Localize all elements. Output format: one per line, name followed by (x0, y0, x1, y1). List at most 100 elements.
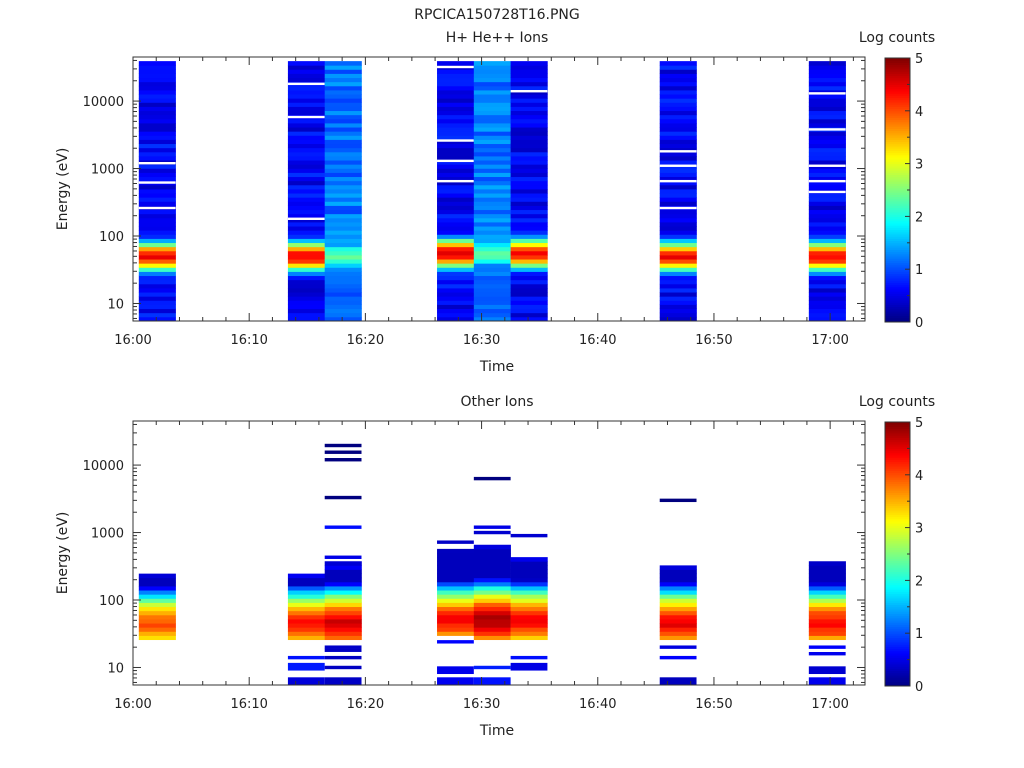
heat-cell (287, 594, 326, 599)
heat-cell (437, 234, 475, 239)
colorbar-cell (885, 69, 910, 72)
colorbar-cell (885, 428, 910, 432)
heat-cell (473, 581, 511, 587)
colorbar-cell (885, 435, 910, 438)
heat-cell (437, 267, 475, 272)
heat-cell (808, 623, 846, 628)
data-gap (659, 164, 697, 167)
x-tick-label: 16:00 (114, 333, 151, 348)
heat-cell (473, 590, 511, 595)
colorbar-cell (885, 203, 910, 206)
x-tick-label: 16:20 (347, 697, 384, 712)
heat-cell (437, 312, 475, 318)
colorbar-cell (885, 99, 910, 103)
heat-cell (287, 151, 326, 157)
heat-cell (138, 151, 176, 157)
colorbar-cell (885, 86, 910, 90)
colorbar-cell (885, 209, 910, 213)
colorbar-cell (885, 510, 910, 513)
heat-cell (659, 73, 697, 79)
heat-cell (473, 565, 511, 570)
heat-cell (437, 176, 475, 182)
heat-cell (473, 619, 511, 624)
heat-cell (808, 205, 846, 211)
heat-cell (138, 94, 176, 99)
colorbar-cell (885, 569, 910, 573)
colorbar-cell (885, 543, 910, 546)
heat-cell (287, 77, 326, 83)
colorbar-cell (885, 650, 910, 654)
heat-cell (808, 135, 846, 140)
heat-cell (138, 619, 176, 624)
heat-cell (808, 213, 846, 219)
heat-cell (138, 168, 176, 173)
heat-cell (287, 267, 326, 272)
colorbar-cell (885, 672, 910, 676)
heat-cell (138, 304, 176, 310)
heat-cell (138, 197, 176, 202)
colorbar-cell (885, 631, 910, 634)
heat-cell (473, 573, 511, 579)
colorbar-cell (885, 507, 910, 511)
heat-cell (473, 292, 511, 297)
heat-cell (437, 565, 475, 570)
heat-cell (473, 267, 511, 272)
heat-cell (437, 316, 475, 322)
heat-cell (324, 123, 362, 128)
isolated-bin (324, 495, 362, 500)
isolated-bin (808, 677, 846, 685)
heat-cell (138, 614, 176, 620)
colorbar-cell (885, 104, 910, 107)
colorbar-cell (885, 549, 910, 553)
heat-cell (510, 222, 548, 227)
colorbar-cell (885, 165, 910, 169)
heat-cell (473, 594, 511, 599)
heat-cell (138, 255, 176, 260)
heat-cell (324, 65, 362, 70)
heat-cell (473, 553, 511, 558)
colorbar-cell (885, 633, 910, 636)
heat-cell (808, 197, 846, 202)
colorbar-cell (885, 242, 910, 246)
heat-cell (808, 275, 846, 281)
colorbar-cell (885, 536, 910, 540)
heat-cell (473, 139, 511, 145)
heat-cell (437, 619, 475, 624)
isolated-bin (473, 530, 511, 535)
colorbar-cell (885, 668, 910, 672)
heat-cell (287, 292, 326, 297)
heat-cell (287, 606, 326, 612)
heat-cell (138, 217, 176, 223)
heat-cell (437, 242, 475, 248)
heat-cell (659, 110, 697, 116)
heat-cell (138, 118, 176, 124)
colorbar-cell (885, 183, 910, 187)
colorbar-cell (885, 102, 910, 105)
heat-cell (808, 631, 846, 636)
heat-cell (808, 131, 846, 136)
heat-cell (437, 156, 475, 161)
panel-2-axes: 16:00 16:10 16:20 16:30 16:40 16:50 17:00 10 100… (83, 421, 865, 712)
heat-cell (324, 222, 362, 227)
scan-column (510, 533, 548, 671)
heat-cell (473, 548, 511, 554)
heat-cell (138, 226, 176, 231)
heat-cell (808, 143, 846, 149)
heat-cell (473, 156, 511, 161)
panel-2-colorbar: 0 1 2 3 4 5 (884, 416, 923, 695)
heat-cell (324, 135, 362, 140)
heat-cell (659, 81, 697, 87)
colorbar-cell (885, 168, 910, 171)
data-gap (287, 82, 325, 86)
heat-cell (510, 271, 548, 277)
heat-cell (659, 590, 697, 595)
heat-cell (324, 614, 362, 620)
heat-cell (287, 222, 326, 227)
heat-cell (510, 614, 548, 620)
heat-cell (473, 255, 511, 260)
heat-cell (287, 143, 326, 149)
colorbar-cell (885, 430, 910, 434)
heat-cell (510, 217, 548, 223)
heat-cell (138, 610, 176, 616)
scan-column (808, 61, 846, 322)
